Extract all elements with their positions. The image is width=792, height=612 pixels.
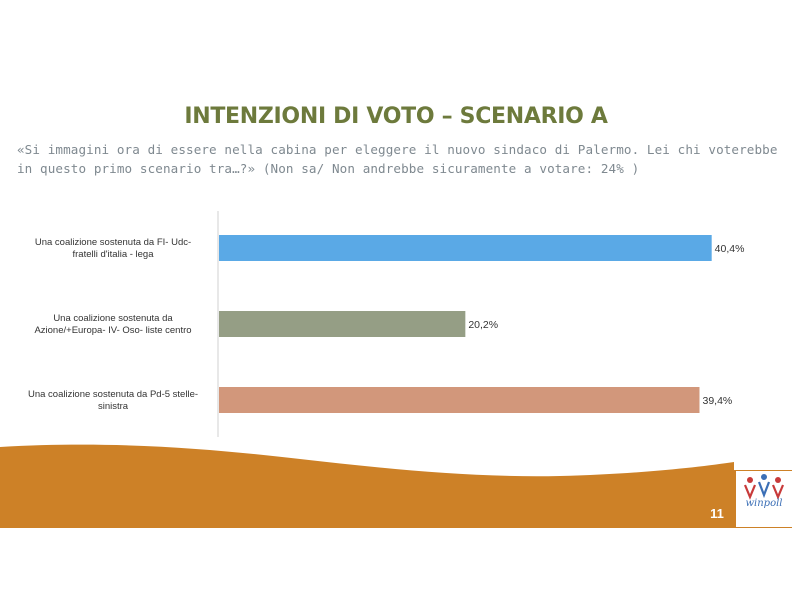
category-label-2: Una coalizione sostenuta da Azione/+Europ… <box>34 313 191 336</box>
category-label-1: Una coalizione sostenuta da FI- Udc-frat… <box>35 237 191 260</box>
orange-wave-band <box>0 444 734 528</box>
page-title: INTENZIONI DI VOTO – SCENARIO A <box>184 104 608 129</box>
page-number: 11 <box>710 506 724 521</box>
category-label-line: Azione/+Europa- IV- Oso- liste centro <box>34 325 191 336</box>
bar-1 <box>219 235 712 261</box>
data-label-1: 40,4% <box>715 243 745 255</box>
winpoll-logo: winpoll <box>736 471 792 527</box>
question-text: «Si immagini ora di essere nella cabina … <box>17 142 778 176</box>
bar-2 <box>219 311 466 337</box>
logo-figures-icon <box>743 474 785 500</box>
category-label-line: fratelli d'italia - lega <box>72 249 154 260</box>
logo-text: winpoll <box>745 498 783 509</box>
category-label-line: sinistra <box>98 401 129 412</box>
category-label-line: Una coalizione sostenuta da FI- Udc- <box>35 237 191 248</box>
category-label-3: Una coalizione sostenuta da Pd-5 stelle-… <box>28 389 198 412</box>
category-label-line: Una coalizione sostenuta da <box>53 313 173 324</box>
category-label-line: Una coalizione sostenuta da Pd-5 stelle- <box>28 389 198 400</box>
data-label-2: 20,2% <box>468 319 498 331</box>
bar-3 <box>219 387 700 413</box>
data-label-3: 39,4% <box>702 395 732 407</box>
